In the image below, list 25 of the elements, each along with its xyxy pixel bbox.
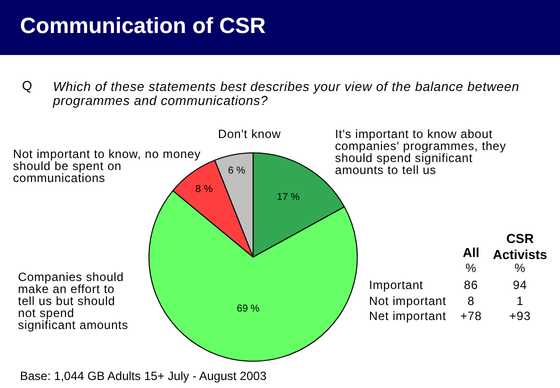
text: +93 bbox=[508, 309, 532, 323]
text: All bbox=[462, 245, 480, 260]
text: 1 bbox=[515, 294, 525, 308]
data-label: 8 % bbox=[195, 184, 213, 196]
slice-label: Not important to know, no money should be spent on communications bbox=[13, 147, 202, 185]
chart-subtitle: Which of these statements best describes your view of the balance between programmes and communications? bbox=[53, 79, 520, 108]
slice-label: Companies should make an effort to tell us but should not spend significant amounts bbox=[18, 270, 130, 332]
text: CSR Activists bbox=[492, 231, 548, 263]
data-label: 6 % bbox=[228, 165, 246, 176]
text: % bbox=[513, 261, 527, 275]
text: 86 bbox=[462, 278, 480, 292]
data-label: 69 % bbox=[236, 303, 260, 314]
slice-label: Don't know bbox=[218, 127, 281, 141]
text: Important bbox=[369, 278, 424, 292]
slice-label: It's important to know about companies' programmes, they should spend significant amounts to tell us bbox=[335, 127, 508, 177]
text: Q bbox=[22, 78, 33, 93]
text: Base: 1,044 GB Adults 15+ July - August 2003 bbox=[20, 369, 266, 383]
text: +78 bbox=[459, 309, 483, 323]
chart-title: Communication of CSR bbox=[20, 13, 266, 39]
text: Net important bbox=[369, 309, 446, 323]
text: Not important bbox=[369, 294, 446, 308]
data-label: 17 % bbox=[276, 192, 300, 204]
text: % bbox=[464, 261, 478, 275]
text: 8 bbox=[466, 294, 476, 308]
text: 94 bbox=[512, 278, 528, 292]
